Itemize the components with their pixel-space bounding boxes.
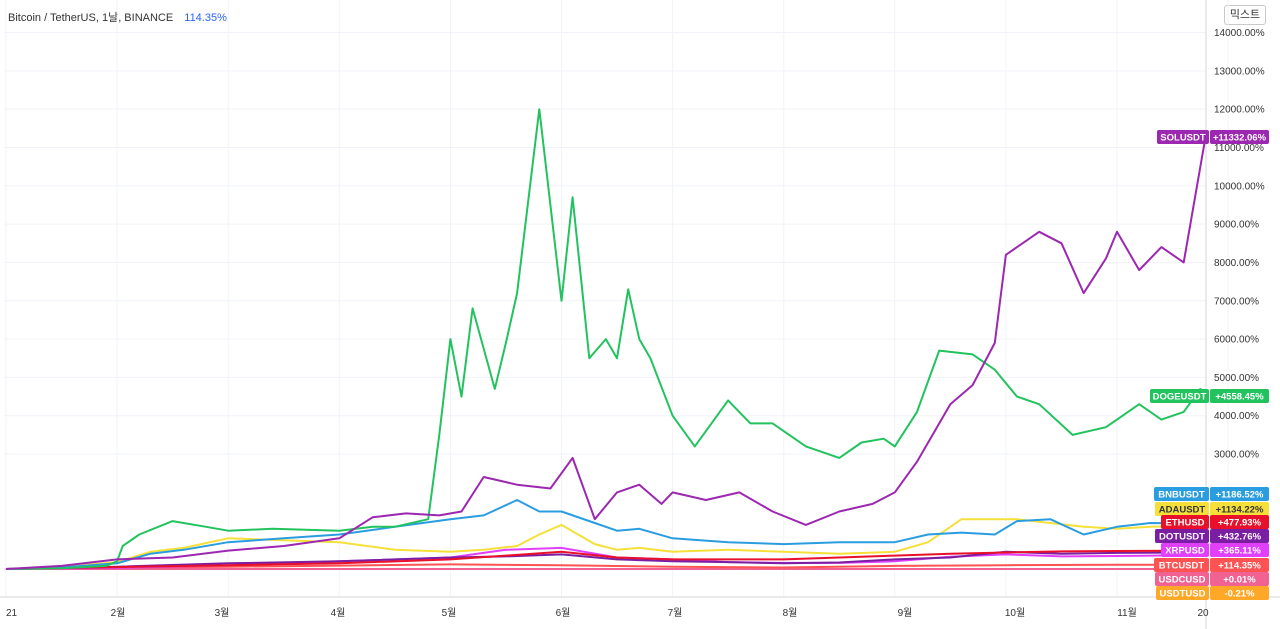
x-tick-label: 21 (6, 608, 18, 619)
y-tick-label: 7000.00% (1214, 296, 1259, 307)
series-name-tag-xrpusd (1161, 543, 1209, 557)
series-line-dogeusdt (5, 108, 1207, 570)
series-value-label: +4558.45% (1215, 392, 1264, 403)
series-name-label: XRPUSD (1165, 546, 1205, 557)
y-tick-label: 13000.00% (1214, 66, 1265, 77)
chart-title: Bitcoin / TetherUS, 1날, BINANCE (8, 12, 174, 24)
y-tick-label: 3000.00% (1214, 450, 1259, 461)
series-name-tag-ethusd (1161, 515, 1209, 529)
series-name-label: ADAUSDT (1159, 505, 1206, 516)
series-value-label: +432.76% (1218, 532, 1262, 543)
y-tick-label: 14000.00% (1214, 28, 1265, 39)
series-line-bnbusdt (5, 499, 1206, 570)
x-tick-label: 8월 (783, 607, 798, 619)
series-name-tag-usdcusd (1155, 572, 1209, 586)
chart-header: Bitcoin / TetherUS, 1날, BINANCE 114.35% (8, 9, 227, 25)
series-value-label: +365.11% (1218, 546, 1261, 557)
x-tick-label: 20 (1197, 608, 1209, 619)
y-tick-label: 6000.00% (1214, 335, 1259, 346)
series-value-tag-dotusdt (1210, 529, 1269, 543)
series-value-label: +1186.52% (1216, 490, 1264, 501)
series-line-dotusdt (5, 550, 1206, 570)
series-value-tag-btcusdt (1210, 558, 1269, 572)
series-value-tag-bnbusdt (1210, 487, 1269, 501)
series-line-ethusd (5, 549, 1206, 570)
series-name-label: BNBUSDT (1158, 490, 1205, 501)
mix-button[interactable]: 믹스트 (1224, 5, 1266, 25)
series-line-solusdt (5, 134, 1207, 570)
series-value-label: +477.93% (1218, 518, 1262, 529)
series-line-btcusdt (5, 563, 1206, 570)
series-value-label: +0.01% (1223, 575, 1256, 586)
x-tick-label: 10월 (1005, 607, 1025, 619)
series-value-tag-adausdt (1210, 502, 1269, 516)
x-tick-label: 5월 (442, 607, 457, 619)
y-tick-label: 5000.00% (1214, 373, 1259, 384)
series-value-label: +114.35% (1218, 561, 1261, 572)
x-tick-label: 4월 (331, 607, 346, 619)
y-tick-label: 4000.00% (1214, 411, 1259, 422)
series-name-label: SOLUSDT (1160, 133, 1206, 144)
series-name-tag-adausdt (1155, 502, 1209, 516)
series-name-tag-solusdt (1157, 130, 1209, 144)
y-tick-label: 8000.00% (1214, 258, 1259, 269)
series-value-tag-solusdt (1210, 130, 1269, 144)
series-value-label: +1134.22% (1216, 505, 1264, 516)
x-tick-label: 7월 (668, 607, 683, 619)
x-tick-label: 3월 (215, 607, 230, 619)
series-value-label: -0.21% (1224, 589, 1255, 600)
x-tick-label: 2월 (111, 607, 126, 619)
series-line-adausdt (5, 518, 1206, 570)
y-tick-label: 10000.00% (1214, 181, 1265, 192)
series-line-xrpusd (5, 546, 1206, 570)
series-name-tag-usdtusd (1156, 586, 1209, 600)
series-name-label: ETHUSD (1165, 518, 1204, 529)
series-name-label: USDCUSD (1159, 575, 1206, 586)
series-value-tag-dogeusdt (1210, 389, 1269, 403)
chart-change-value: 114.35% (184, 12, 227, 24)
series-value-label: +11332.06% (1213, 133, 1267, 144)
series-name-label: DOTUSDT (1159, 532, 1205, 543)
x-tick-label: 11월 (1117, 607, 1137, 619)
x-tick-label: 6월 (556, 607, 571, 619)
series-name-label: DOGEUSDT (1153, 392, 1207, 403)
series-name-tag-bnbusdt (1154, 487, 1209, 501)
series-name-label: USDTUSD (1160, 589, 1206, 600)
series-name-tag-btcusdt (1154, 558, 1209, 572)
series-value-tag-usdcusd (1210, 572, 1269, 586)
series-value-tag-xrpusd (1210, 543, 1269, 557)
series-value-tag-ethusd (1210, 515, 1269, 529)
y-tick-label: 12000.00% (1214, 105, 1265, 116)
series-name-tag-dogeusdt (1150, 389, 1209, 403)
series-value-tag-usdtusd (1210, 586, 1269, 600)
series-name-tag-dotusdt (1155, 529, 1209, 543)
series-name-label: BTCUSDT (1159, 561, 1205, 572)
x-tick-label: 9월 (898, 607, 913, 619)
y-tick-label: 11000.00% (1214, 143, 1264, 154)
y-tick-label: 9000.00% (1214, 220, 1259, 231)
